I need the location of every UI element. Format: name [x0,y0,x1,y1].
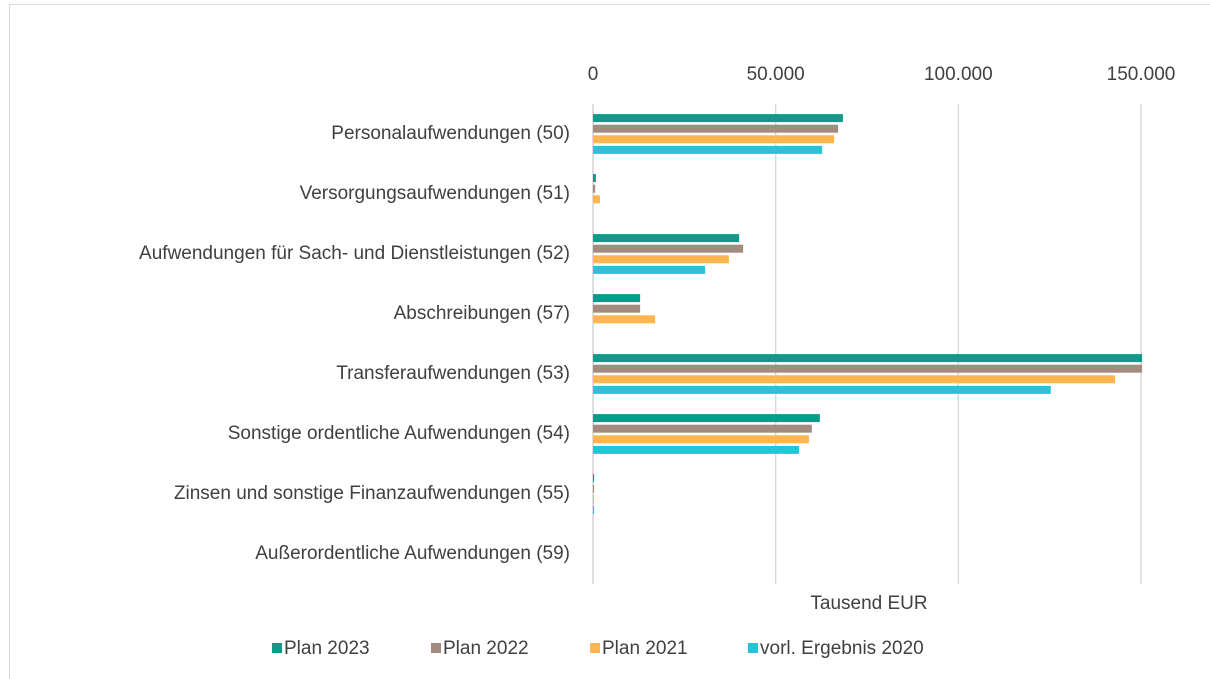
x-tick-label: 0 [588,64,599,85]
bar [593,145,823,154]
y-tick-label: Zinsen und sonstige Finanzaufwendungen (… [174,483,570,504]
legend-label: Plan 2023 [284,638,370,659]
bar [593,414,820,423]
bar [593,304,641,313]
bar [593,234,740,243]
legend-label: vorl. Ergebnis 2020 [760,638,924,659]
bar [593,385,1051,394]
bar [593,505,595,514]
y-tick-label: Personalaufwendungen (50) [331,123,570,144]
y-tick-label: Außerordentliche Aufwendungen (59) [255,543,570,564]
legend-swatch [431,643,441,653]
x-tick-label: 50.000 [747,64,805,85]
bar [593,195,600,204]
legend-label: Plan 2021 [602,638,688,659]
chart-border [9,4,1210,679]
bar [593,114,843,123]
bar [593,184,596,193]
bar [593,484,595,493]
bar [593,315,656,324]
bar [593,354,1143,363]
x-tick-label: 150.000 [1107,64,1176,85]
y-tick-label: Versorgungsaufwendungen (51) [300,183,570,204]
bar [593,424,812,433]
y-tick-label: Abschreibungen (57) [394,303,570,324]
bar [593,495,595,504]
legend-label: Plan 2022 [443,638,529,659]
y-tick-label: Sonstige ordentliche Aufwendungen (54) [228,423,570,444]
bar [593,364,1143,373]
bar [593,174,596,183]
bar [593,244,744,253]
y-tick-label: Aufwendungen für Sach- und Dienstleistun… [139,243,570,264]
legend-swatch [272,643,282,653]
x-axis-title: Tausend EUR [810,593,927,614]
bar [593,375,1116,384]
y-tick-label: Transferaufwendungen (53) [336,363,570,384]
bar [593,124,839,133]
bar [593,294,641,303]
bar [593,135,835,144]
bar [593,255,729,264]
bar [593,474,595,483]
legend-swatch [590,643,600,653]
bar [593,435,809,444]
bar [593,445,800,454]
legend-swatch [748,643,758,653]
x-tick-label: 100.000 [924,64,993,85]
bar [593,265,706,274]
